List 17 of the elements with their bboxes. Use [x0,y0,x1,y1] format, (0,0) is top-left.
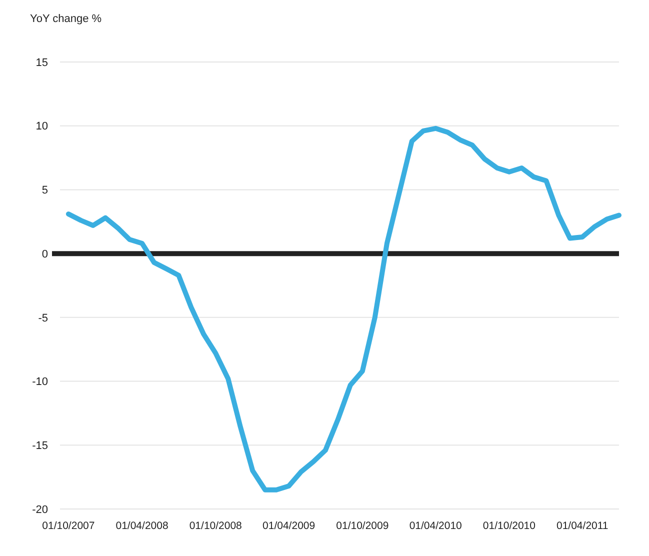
x-tick-label: 01/10/2008 [189,520,242,532]
x-tick-label: 01/04/2011 [556,520,608,532]
x-tick-label: 01/10/2009 [336,520,389,532]
y-tick-label: -20 [32,504,48,516]
y-tick-label: 15 [36,56,48,69]
y-tick-label: -10 [32,376,48,388]
x-tick-label: 01/10/2007 [42,520,95,532]
y-axis-title: YoY change % [30,13,102,25]
x-tick-label: 01/04/2009 [262,520,316,532]
x-tick-label: 01/04/2008 [116,520,168,532]
y-tick-label: -5 [38,312,48,324]
y-tick-label: -15 [32,440,48,452]
y-tick-label: 0 [42,248,48,260]
y-tick-label: 5 [42,184,48,197]
y-tick-label: 10 [36,120,48,133]
x-tick-label: 01/04/2010 [409,520,462,532]
x-tick-label: 01/10/2010 [482,520,536,532]
